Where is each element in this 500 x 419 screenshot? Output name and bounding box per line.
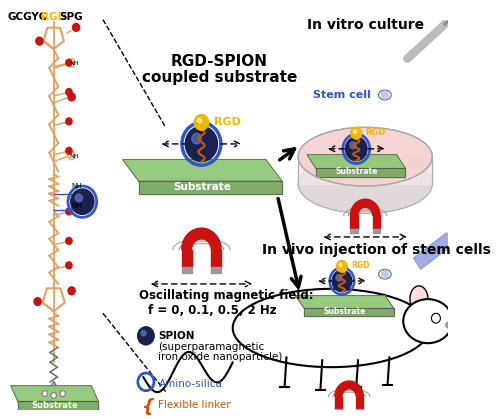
Text: Stem cell: Stem cell [314, 90, 371, 100]
Text: RGD: RGD [365, 128, 386, 137]
Circle shape [36, 37, 43, 45]
Circle shape [354, 130, 356, 133]
Circle shape [34, 297, 41, 305]
Circle shape [51, 393, 57, 398]
Circle shape [66, 147, 72, 154]
Circle shape [446, 322, 451, 328]
Text: {: { [142, 398, 154, 416]
Polygon shape [356, 409, 364, 414]
Text: Substrate: Substrate [324, 307, 366, 316]
Circle shape [66, 208, 72, 215]
Ellipse shape [378, 90, 391, 100]
Text: Amino-silica: Amino-silica [158, 379, 222, 389]
Text: Oscillating magnetic field:: Oscillating magnetic field: [138, 289, 314, 302]
Polygon shape [182, 267, 192, 273]
Text: NH: NH [72, 202, 82, 209]
Polygon shape [335, 381, 364, 396]
Circle shape [76, 194, 82, 202]
Polygon shape [122, 160, 282, 181]
Text: RGD: RGD [214, 117, 241, 127]
Circle shape [382, 270, 388, 278]
Circle shape [336, 261, 347, 272]
Polygon shape [350, 215, 358, 229]
Circle shape [346, 137, 367, 160]
Text: NH: NH [72, 183, 82, 189]
Text: Substrate: Substrate [174, 181, 231, 191]
Circle shape [192, 133, 202, 144]
Circle shape [350, 142, 356, 149]
Circle shape [70, 189, 94, 215]
Polygon shape [414, 233, 454, 269]
Circle shape [66, 88, 72, 96]
Circle shape [138, 327, 154, 345]
Polygon shape [350, 199, 380, 215]
Text: (superparamagnetic: (superparamagnetic [158, 342, 264, 352]
Ellipse shape [298, 155, 432, 213]
Circle shape [198, 118, 202, 123]
Circle shape [66, 238, 72, 244]
Text: In vivo injection of stem cells: In vivo injection of stem cells [262, 243, 490, 257]
Circle shape [336, 274, 342, 281]
Circle shape [194, 114, 208, 130]
Polygon shape [356, 396, 364, 409]
Circle shape [432, 313, 440, 323]
Circle shape [138, 327, 154, 345]
Polygon shape [350, 229, 358, 233]
Text: Substrate: Substrate [335, 167, 378, 176]
Text: GCGYG: GCGYG [7, 12, 48, 22]
Text: RGD-SPION: RGD-SPION [171, 54, 268, 69]
Circle shape [66, 262, 72, 269]
Text: coupled substrate: coupled substrate [142, 70, 297, 85]
Circle shape [382, 91, 388, 99]
Circle shape [141, 331, 146, 336]
Ellipse shape [410, 286, 428, 311]
Text: Substrate: Substrate [31, 401, 78, 410]
Polygon shape [335, 409, 342, 414]
Circle shape [60, 391, 66, 396]
Polygon shape [138, 181, 282, 194]
Ellipse shape [378, 269, 391, 279]
Text: Flexible linker: Flexible linker [158, 401, 231, 411]
Polygon shape [307, 155, 406, 168]
Text: RGD: RGD [351, 261, 370, 270]
Circle shape [66, 59, 72, 66]
Circle shape [351, 127, 362, 139]
Polygon shape [335, 396, 342, 409]
Text: iron oxide nanoparticle): iron oxide nanoparticle) [158, 352, 283, 362]
Circle shape [68, 93, 75, 101]
Polygon shape [211, 250, 221, 267]
Polygon shape [298, 157, 432, 184]
Text: f = 0, 0.1, 0.5, 2 Hz: f = 0, 0.1, 0.5, 2 Hz [148, 303, 276, 316]
Ellipse shape [404, 299, 452, 343]
Text: SPION: SPION [158, 331, 195, 341]
Polygon shape [296, 296, 394, 308]
Polygon shape [304, 308, 394, 316]
Circle shape [72, 23, 80, 31]
Polygon shape [18, 401, 98, 411]
Text: NH: NH [70, 61, 80, 66]
Circle shape [66, 118, 72, 125]
Polygon shape [372, 215, 380, 229]
Circle shape [339, 263, 342, 266]
Polygon shape [211, 267, 221, 273]
Polygon shape [10, 386, 99, 401]
Polygon shape [316, 168, 406, 177]
Circle shape [332, 270, 352, 292]
Ellipse shape [298, 127, 432, 186]
Text: SPG: SPG [59, 12, 82, 22]
Circle shape [186, 126, 218, 162]
Text: In vitro culture: In vitro culture [306, 18, 424, 31]
Text: NH: NH [70, 154, 80, 159]
Polygon shape [372, 229, 380, 233]
Polygon shape [182, 228, 221, 250]
Polygon shape [182, 250, 192, 267]
Text: RGD: RGD [41, 12, 66, 22]
Circle shape [68, 287, 75, 295]
Ellipse shape [232, 289, 430, 367]
Circle shape [42, 391, 48, 396]
